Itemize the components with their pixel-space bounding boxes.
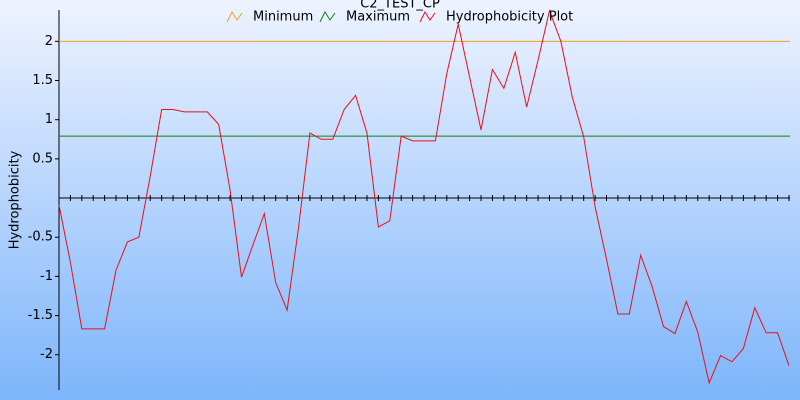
legend-label: Minimum <box>253 10 313 25</box>
y-tick-label: 1 <box>45 112 53 127</box>
chart-title: C2_TEST_CP <box>360 0 440 12</box>
data-line <box>58 9 790 385</box>
y-axis-label: Hydrophobicity <box>8 150 23 249</box>
y-tick-label: 2 <box>45 34 53 49</box>
y-tick-label: 0.5 <box>32 151 53 166</box>
y-tick-label: 1.5 <box>32 73 53 88</box>
legend-label: Hydrophobicity Plot <box>446 10 573 25</box>
legend-icon <box>319 10 336 23</box>
legend-icon <box>419 10 436 23</box>
y-tick-label: -2 <box>40 347 53 362</box>
legend-label: Maximum <box>346 10 410 25</box>
legend-icon <box>226 10 243 23</box>
y-tick-label: -1.5 <box>28 308 53 323</box>
y-tick-label: -1 <box>40 269 53 284</box>
y-tick-label: -0.5 <box>28 230 53 245</box>
